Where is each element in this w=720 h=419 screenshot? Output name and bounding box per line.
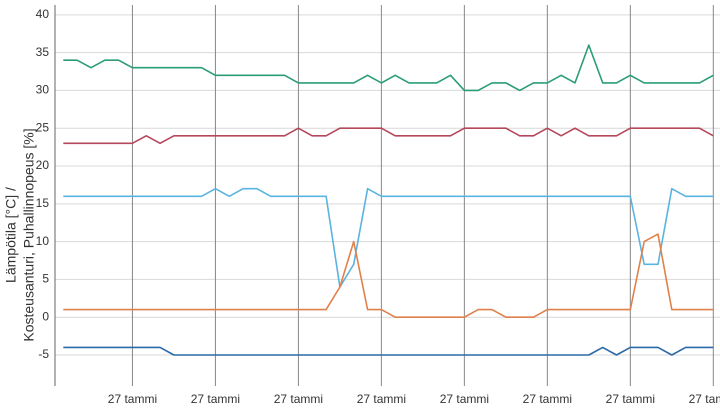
y-tick-label: 10 xyxy=(36,234,50,248)
x-tick-label: 27 tammi xyxy=(440,392,489,406)
y-tick-label: 5 xyxy=(42,272,49,286)
series-line xyxy=(63,44,714,92)
y-tick-label: 20 xyxy=(36,158,50,172)
x-tick-label: 27 tammi xyxy=(108,392,157,406)
y-tick-label: -5 xyxy=(38,347,49,361)
x-tick-label: 27 tammi xyxy=(191,392,240,406)
x-tick-label: 27 tammi xyxy=(606,392,655,406)
y-tick-label: 35 xyxy=(36,45,50,59)
y-tick-label: 40 xyxy=(36,7,50,21)
series-line xyxy=(63,127,714,145)
y-tick-label: 15 xyxy=(36,196,50,210)
plot xyxy=(63,44,714,356)
x-tick-label: 27 tammi xyxy=(274,392,323,406)
x-tick-label: 27 tammi xyxy=(689,392,720,406)
series-line xyxy=(63,346,714,356)
x-tick-label: 27 tammi xyxy=(523,392,572,406)
series-line xyxy=(63,187,714,288)
y-tick-label: 0 xyxy=(42,309,49,323)
x-tick-label: 27 tammi xyxy=(357,392,406,406)
y-tick-label: 30 xyxy=(36,83,50,97)
y-tick-label: 25 xyxy=(36,120,50,134)
y-axis-label: Kosteusanturi, Puhallinnopeus [%] xyxy=(21,128,37,341)
series-line xyxy=(63,233,714,318)
y-axis-label: Lämpötila [°C] / xyxy=(3,187,19,283)
